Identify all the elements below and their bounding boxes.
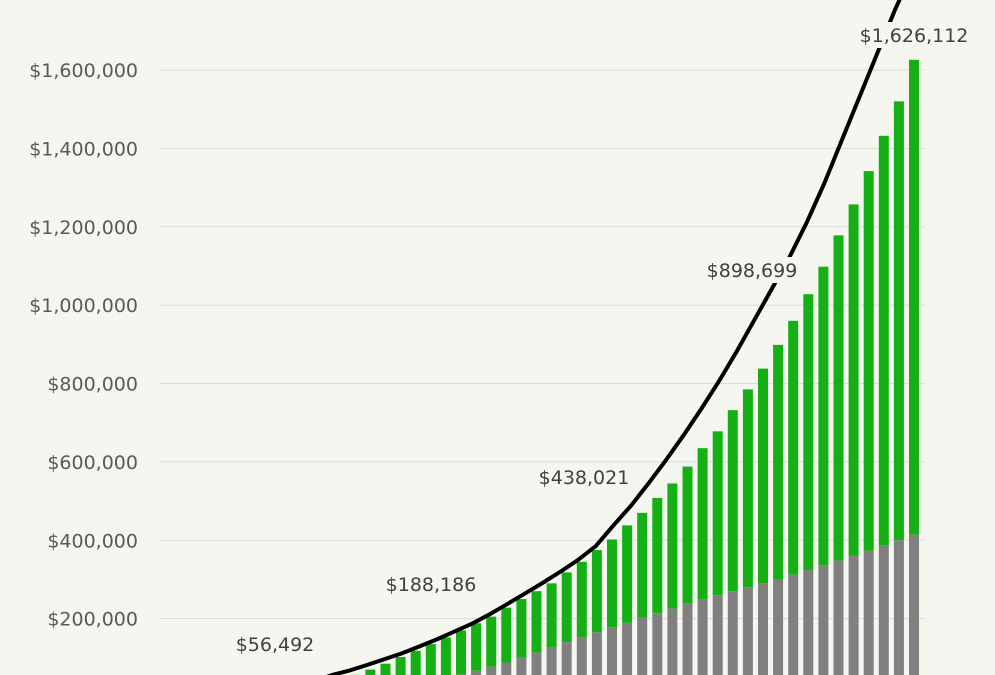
bar-base bbox=[576, 637, 587, 675]
y-tick-label: $800,000 bbox=[47, 374, 138, 396]
y-axis: $200,000 $400,000 $600,000 $800,000 $1,000,0… bbox=[29, 60, 138, 631]
bar-base bbox=[516, 657, 527, 675]
bar-growth bbox=[591, 550, 602, 633]
bar-base bbox=[546, 647, 557, 675]
bar-growth bbox=[682, 466, 693, 604]
bar-growth bbox=[576, 561, 587, 638]
bar-base bbox=[893, 540, 904, 675]
bar-growth bbox=[788, 320, 799, 575]
y-tick-label: $1,200,000 bbox=[29, 217, 138, 239]
bar-growth bbox=[607, 539, 617, 628]
bar-growth bbox=[531, 591, 542, 653]
bar-growth bbox=[773, 344, 784, 580]
y-tick-label: $600,000 bbox=[47, 452, 138, 474]
data-label: $1,626,112 bbox=[860, 25, 969, 47]
bar-base bbox=[652, 613, 663, 675]
bar-base bbox=[909, 534, 919, 675]
bar-growth bbox=[833, 235, 844, 561]
bar-base bbox=[712, 595, 723, 675]
bar-base bbox=[863, 550, 874, 675]
bar-growth bbox=[516, 599, 527, 658]
bar-base bbox=[773, 579, 784, 675]
bar-base bbox=[697, 599, 708, 675]
bar-growth bbox=[456, 630, 466, 675]
bar-base bbox=[758, 583, 768, 675]
bar-growth bbox=[637, 512, 648, 618]
bar-base bbox=[501, 662, 512, 675]
bar-growth bbox=[410, 650, 421, 675]
bar-base bbox=[682, 603, 693, 675]
bars bbox=[350, 59, 919, 675]
bar-base bbox=[788, 574, 799, 675]
data-label: $56,492 bbox=[236, 634, 315, 656]
bar-growth bbox=[365, 669, 376, 675]
bar-growth bbox=[501, 607, 512, 663]
bar-growth bbox=[380, 663, 391, 675]
bar-base bbox=[591, 632, 602, 675]
bar-base bbox=[878, 545, 889, 675]
bar-growth bbox=[697, 448, 708, 600]
bar-base bbox=[637, 617, 648, 675]
y-tick-label: $1,600,000 bbox=[29, 60, 138, 82]
bar-growth bbox=[622, 525, 633, 623]
bar-growth bbox=[667, 483, 678, 609]
bar-growth bbox=[893, 101, 904, 541]
y-tick-label: $1,000,000 bbox=[29, 295, 138, 317]
bar-growth bbox=[758, 368, 768, 584]
data-label: $188,186 bbox=[386, 574, 477, 596]
bar-growth bbox=[471, 623, 482, 671]
bar-base bbox=[607, 627, 617, 675]
bar-growth bbox=[863, 171, 874, 551]
bar-growth bbox=[561, 572, 572, 643]
bar-base bbox=[727, 591, 738, 675]
data-label: $898,699 bbox=[707, 260, 798, 282]
bar-growth bbox=[486, 616, 497, 667]
bar-growth bbox=[742, 389, 753, 588]
bar-growth bbox=[818, 266, 829, 566]
bar-growth bbox=[395, 657, 406, 675]
y-tick-label: $1,400,000 bbox=[29, 138, 138, 160]
bar-base bbox=[848, 555, 859, 675]
y-tick-label: $200,000 bbox=[47, 609, 138, 631]
bar-growth bbox=[652, 497, 663, 614]
bar-base bbox=[742, 587, 753, 675]
bar-growth bbox=[909, 59, 919, 535]
bar-base bbox=[471, 670, 482, 675]
data-label-background bbox=[853, 22, 975, 48]
data-label-background bbox=[382, 571, 480, 597]
bar-base bbox=[531, 652, 542, 675]
bar-base bbox=[833, 560, 844, 675]
bar-growth bbox=[546, 583, 557, 648]
bar-growth bbox=[712, 431, 723, 596]
grid-layer bbox=[160, 69, 925, 620]
data-label-background bbox=[703, 257, 801, 283]
bar-growth bbox=[878, 135, 889, 546]
bar-base bbox=[803, 570, 814, 675]
y-tick-label: $400,000 bbox=[47, 530, 138, 552]
bar-growth bbox=[440, 637, 451, 675]
bar-growth bbox=[425, 644, 436, 675]
bar-growth bbox=[803, 294, 814, 571]
bar-base bbox=[622, 622, 633, 675]
trend-line bbox=[326, 0, 902, 675]
bar-base bbox=[667, 608, 678, 675]
bar-base bbox=[818, 565, 829, 675]
annotations: $56,492 $188,186 $438,021 $898,699 $1,626,11… bbox=[231, 22, 975, 657]
data-label-background bbox=[535, 464, 633, 490]
bar-base bbox=[486, 666, 497, 675]
bar-growth bbox=[727, 410, 738, 592]
data-label-background bbox=[231, 631, 319, 657]
bar-growth bbox=[848, 204, 859, 556]
bar-base bbox=[561, 642, 572, 675]
data-label: $438,021 bbox=[539, 467, 630, 489]
